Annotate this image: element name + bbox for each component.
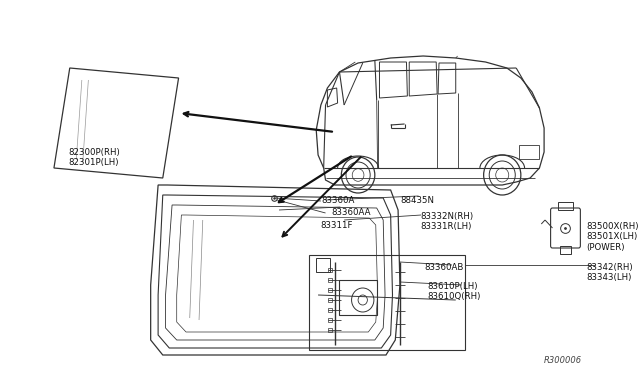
- Bar: [519, 145, 540, 159]
- Text: 83360AB: 83360AB: [424, 263, 463, 272]
- Text: 88435N: 88435N: [400, 196, 434, 205]
- Text: R300006: R300006: [544, 356, 582, 365]
- Text: 83500X(RH)
83501X(LH)
(POWER): 83500X(RH) 83501X(LH) (POWER): [586, 222, 639, 252]
- Text: 82300P(RH)
82301P(LH): 82300P(RH) 82301P(LH): [68, 148, 120, 167]
- Bar: [308, 255, 465, 350]
- Text: 83342(RH)
83343(LH): 83342(RH) 83343(LH): [586, 263, 632, 282]
- Bar: [339, 280, 377, 315]
- Text: 83610P(LH)
83610Q(RH): 83610P(LH) 83610Q(RH): [428, 282, 481, 301]
- Text: 83360A: 83360A: [321, 196, 355, 205]
- Text: 83360AA: 83360AA: [331, 208, 371, 217]
- Text: 83311F: 83311F: [320, 221, 353, 230]
- Text: 83332N(RH)
83331R(LH): 83332N(RH) 83331R(LH): [420, 212, 474, 231]
